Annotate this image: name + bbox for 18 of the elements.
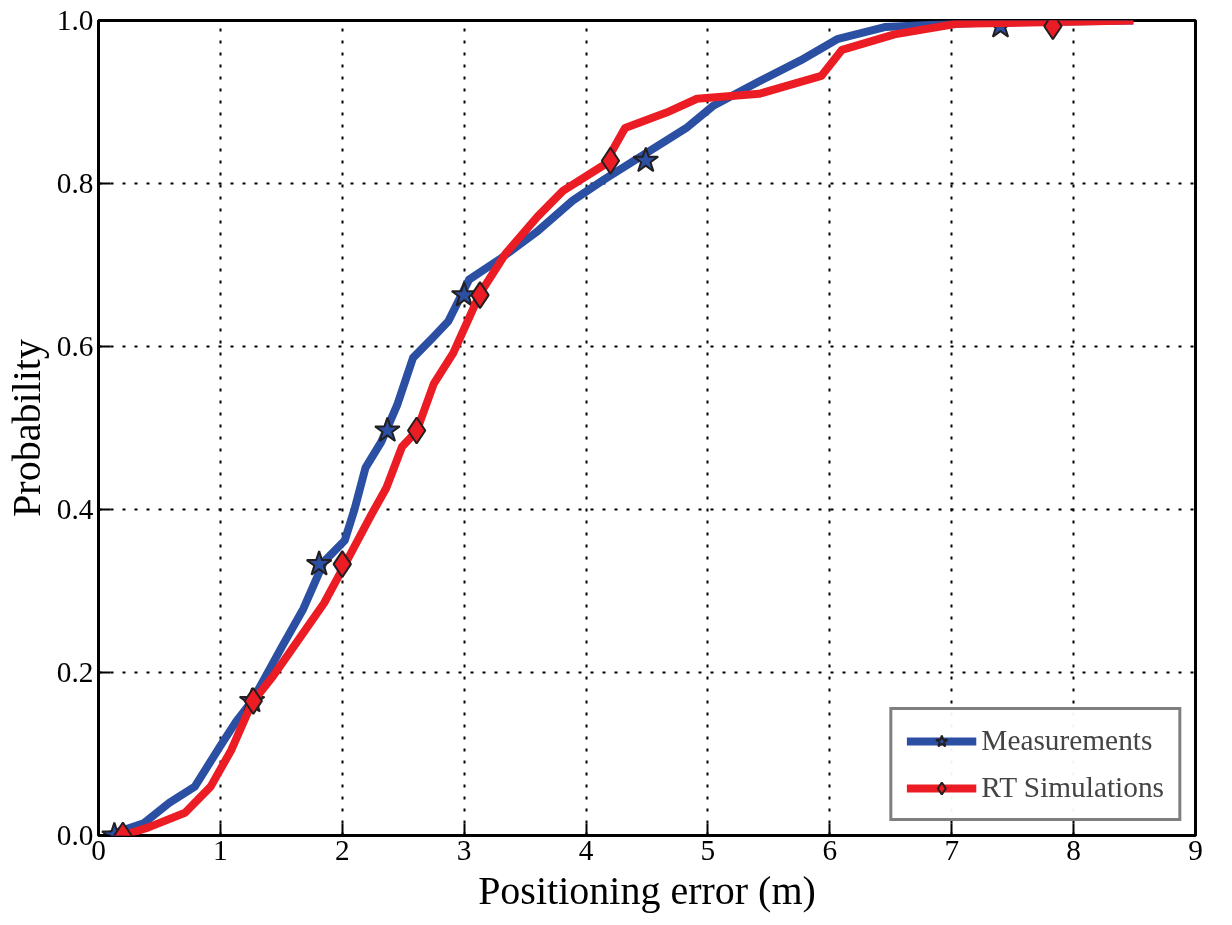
x-tick-label: 2 <box>334 833 350 866</box>
x-tick-label: 3 <box>456 833 472 866</box>
x-tick-label: 1 <box>213 833 228 866</box>
y-tick-label: 0.2 <box>56 656 94 688</box>
x-axis-title: Positioning error (m) <box>478 867 816 913</box>
x-tick-label: 6 <box>822 833 838 866</box>
x-tick-label: 5 <box>700 833 716 866</box>
y-axis-title: Probability <box>3 339 49 517</box>
y-tick-label: 0.4 <box>56 493 94 525</box>
x-tick-label: 4 <box>578 833 594 866</box>
x-tick-label: 8 <box>1066 833 1081 866</box>
legend-label: RT Simulations <box>981 771 1164 804</box>
y-tick-label: 0.8 <box>56 167 94 199</box>
y-tick-label: 0.6 <box>56 330 94 362</box>
x-tick-label: 7 <box>944 833 960 866</box>
x-tick-label: 9 <box>1188 833 1203 866</box>
y-tick-label: 1.0 <box>56 4 94 36</box>
legend-label: Measurements <box>981 724 1153 757</box>
